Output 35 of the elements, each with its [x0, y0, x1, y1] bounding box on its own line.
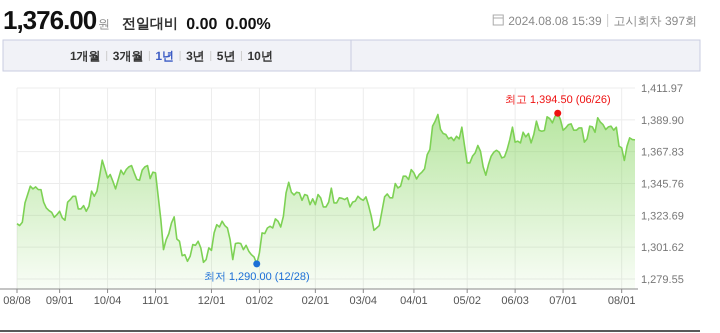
x-tick-label: 04/01	[400, 295, 428, 307]
annotation: 최저 1,290.00 (12/28)	[204, 270, 310, 283]
y-tick-label: 1,367.83	[641, 146, 684, 159]
text: 전일대비	[122, 15, 178, 31]
text: 10년	[247, 49, 273, 63]
x-tick-label: 08/08	[3, 295, 31, 307]
text: 1개월	[70, 49, 101, 63]
x-tick-label: 09/01	[46, 295, 74, 307]
x-tick-label: 08/01	[608, 295, 636, 307]
y-tick-label: 1,301.62	[641, 242, 684, 254]
text: 원	[98, 17, 110, 31]
text: 5년	[216, 49, 236, 63]
x-tick-label: 03/04	[350, 295, 378, 307]
x-tick-label: 05/02	[453, 295, 481, 307]
x-tick-label: 10/04	[94, 295, 122, 307]
annotation: 최고 1,394.50 (06/26)	[504, 94, 611, 106]
x-tick-label: 07/01	[549, 295, 577, 307]
x-tick-label: 02/01	[302, 295, 330, 307]
x-tick-label: 06/03	[501, 295, 529, 307]
text: 0.00%	[225, 16, 271, 33]
text: 2024.08.08 15:39	[508, 14, 602, 28]
y-tick-label: 1,345.76	[641, 178, 684, 190]
text: 3개월	[112, 49, 144, 63]
x-tick-label: 01/02	[246, 295, 274, 307]
text: 3년	[186, 49, 205, 63]
y-tick-label: 1,411.97	[641, 83, 684, 95]
text: 고시회차 397회	[614, 14, 697, 28]
y-tick-label: 1,279.55	[641, 274, 684, 286]
x-tick-label: 11/01	[142, 295, 169, 307]
x-tick-label: 12/01	[198, 295, 226, 307]
y-tick-label: 1,389.90	[641, 114, 684, 127]
text: 0.00	[186, 16, 218, 33]
chart-title: 1,376.00	[3, 5, 97, 35]
y-tick-label: 1,323.69	[641, 210, 684, 222]
text: 1년	[155, 49, 174, 63]
